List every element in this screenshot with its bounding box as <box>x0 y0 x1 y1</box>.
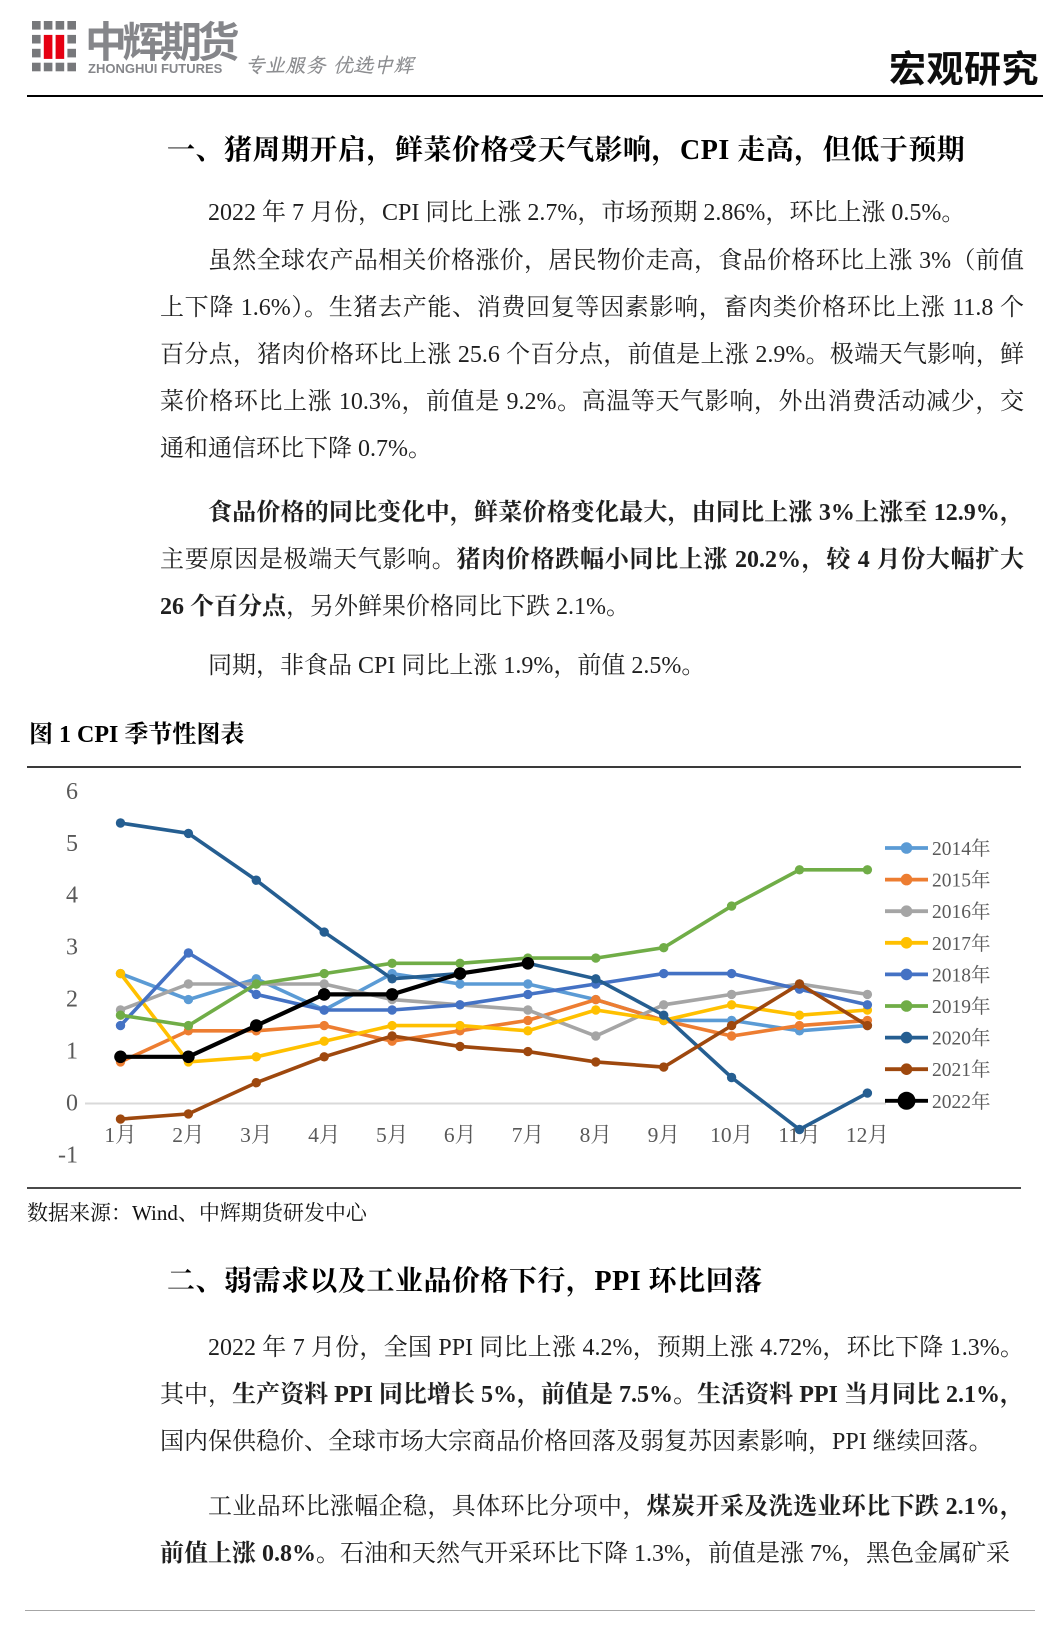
svg-text:0: 0 <box>66 1091 78 1117</box>
svg-text:8月: 8月 <box>580 1123 612 1147</box>
svg-text:4: 4 <box>66 883 78 909</box>
svg-text:2018年: 2018年 <box>932 964 991 986</box>
svg-text:5月: 5月 <box>376 1123 408 1147</box>
svg-text:3: 3 <box>66 935 78 961</box>
svg-text:12月: 12月 <box>846 1123 889 1147</box>
svg-text:6: 6 <box>66 779 78 805</box>
svg-text:-1: -1 <box>58 1142 78 1168</box>
svg-text:2016年: 2016年 <box>932 901 991 923</box>
svg-text:2021年: 2021年 <box>932 1059 991 1081</box>
svg-text:6月: 6月 <box>444 1123 476 1147</box>
svg-text:4月: 4月 <box>308 1123 340 1147</box>
svg-text:9月: 9月 <box>648 1123 680 1147</box>
svg-text:2022年: 2022年 <box>932 1091 991 1113</box>
svg-text:2015年: 2015年 <box>932 870 991 892</box>
svg-text:7月: 7月 <box>512 1123 544 1147</box>
svg-text:2019年: 2019年 <box>932 996 991 1018</box>
svg-text:5: 5 <box>66 831 78 857</box>
svg-text:1: 1 <box>66 1039 78 1065</box>
svg-text:3月: 3月 <box>240 1123 272 1147</box>
svg-text:10月: 10月 <box>710 1123 753 1147</box>
svg-text:2: 2 <box>66 987 78 1013</box>
svg-text:1月: 1月 <box>104 1123 136 1147</box>
svg-text:2014年: 2014年 <box>932 838 991 860</box>
svg-text:2017年: 2017年 <box>932 933 991 955</box>
svg-text:2月: 2月 <box>172 1123 204 1147</box>
svg-text:2020年: 2020年 <box>932 1028 991 1050</box>
